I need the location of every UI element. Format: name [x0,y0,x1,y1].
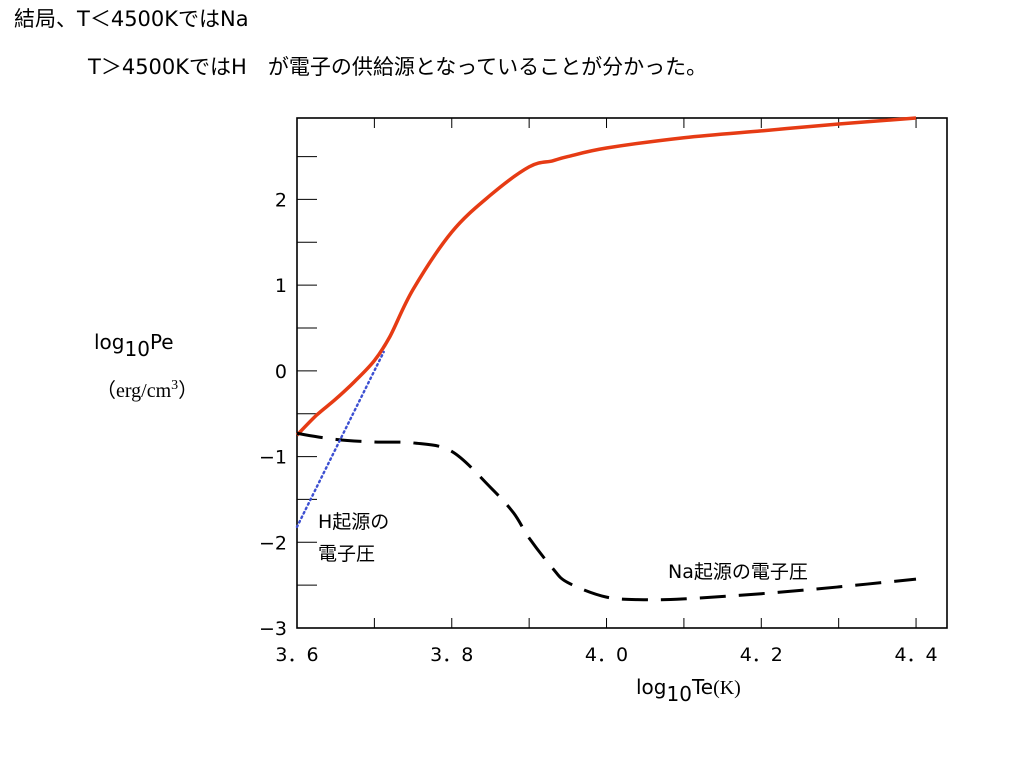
slide-title-line-1: 結局、T＜4500KではNa [14,7,249,31]
h-origin-label-line-1: H起源の [318,511,389,533]
x-axis-title-log: log [636,675,667,699]
y-tick-label: −3 [259,618,287,640]
series-line-solid [295,116,917,437]
y-axis-title-log: log [94,330,125,354]
x-tick-label: 4．2 [740,644,783,666]
y-tick-label: −2 [259,532,287,554]
y-axis-unit-sup: 3 [171,378,178,393]
y-tick-label: 0 [275,361,287,383]
y-axis-unit: （erg/cm3） [96,378,198,402]
x-axis-title-sub: 10 [667,682,692,706]
x-tick-label: 4．0 [585,644,628,666]
h-origin-label-line-2: 電子圧 [318,543,375,565]
y-axis-unit-close: ） [178,379,198,402]
y-tick-label: 1 [275,275,287,297]
x-tick-label: 3．8 [430,644,473,666]
y-axis-title-var: Pe [150,330,174,354]
x-axis-title-unit: (K) [713,677,741,699]
slide-title-line-2: T＞4500KではH が電子の供給源となっていることが分かった。 [88,55,708,79]
x-axis-title: log10Te(K) [636,675,741,706]
x-axis-title-var: Te [691,675,713,699]
na-origin-label: Na起源の電子圧 [668,561,808,583]
y-axis-unit-open: （erg/cm [96,379,172,402]
series-line-dotted [295,350,385,529]
plot-frame [296,117,948,629]
x-tick-label: 4．4 [894,644,937,666]
y-tick-label: 2 [275,189,287,211]
y-axis-title: log10Pe [94,330,174,361]
y-axis-title-sub: 10 [125,337,150,361]
y-tick-label: −1 [259,447,287,469]
series-line-dashed [296,431,917,602]
x-tick-label: 3．6 [275,644,318,666]
